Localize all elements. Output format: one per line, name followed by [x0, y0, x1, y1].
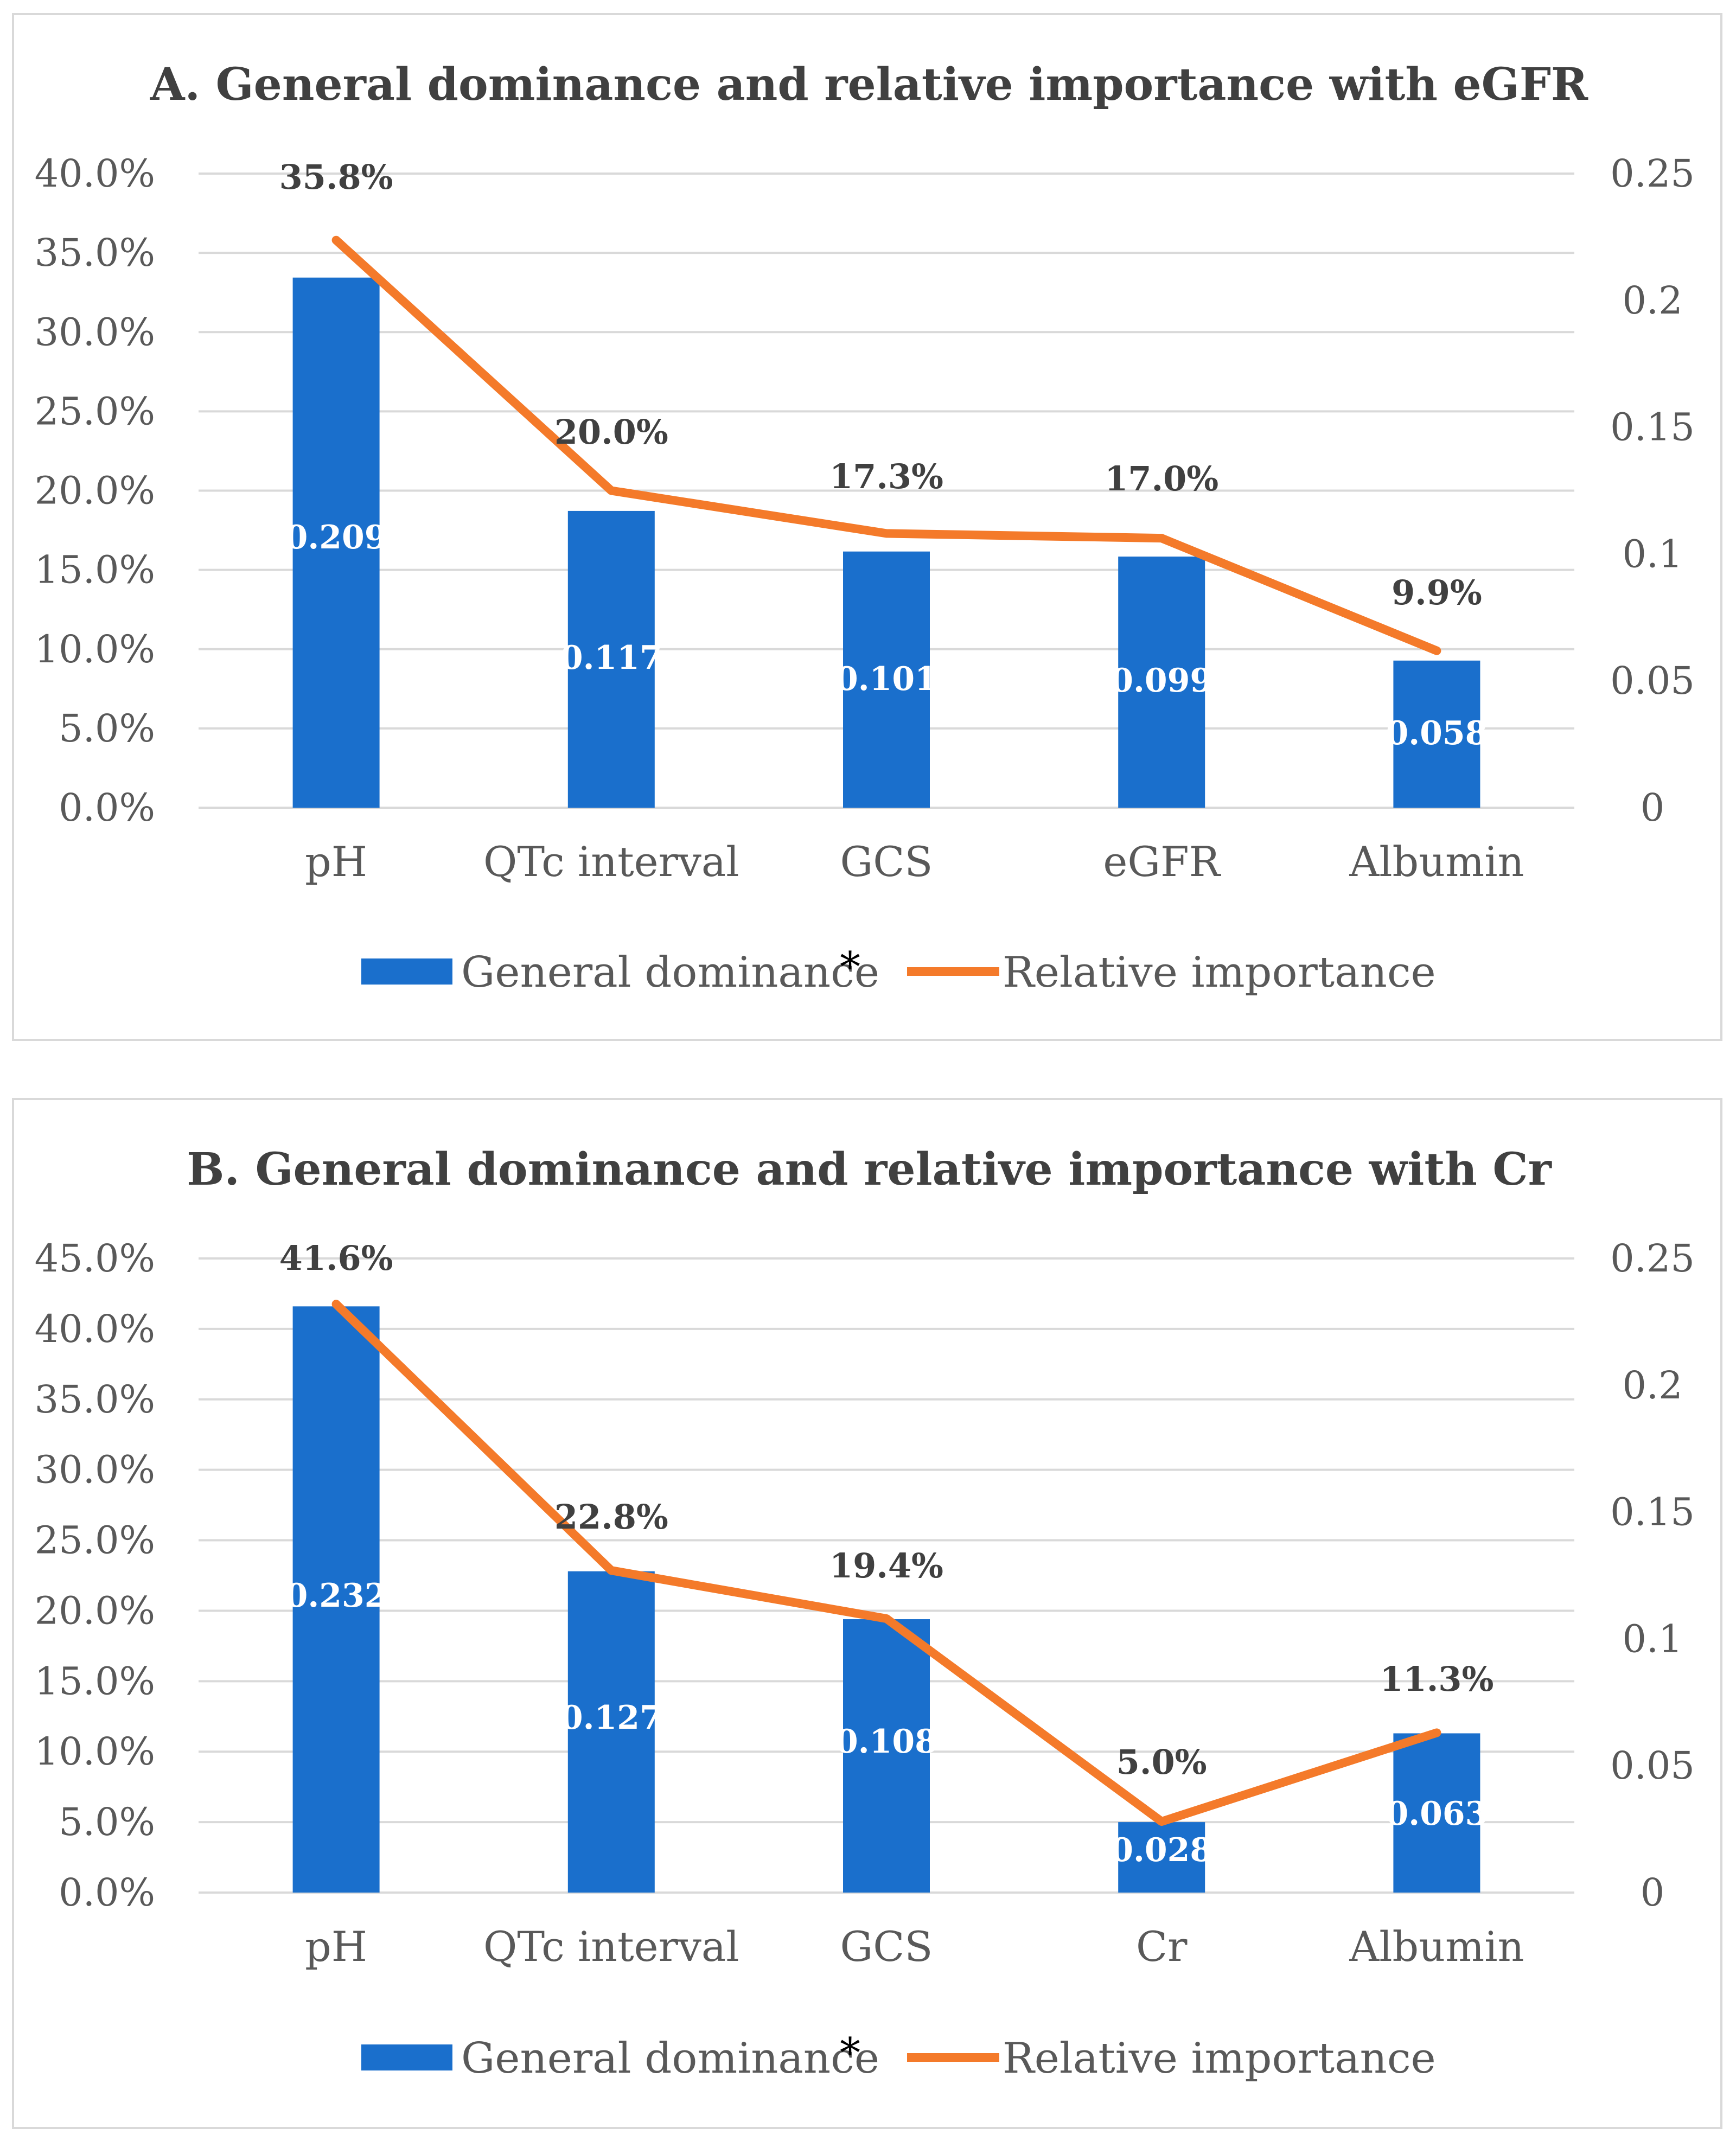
bar-value-label: 0.232 — [285, 1577, 387, 1615]
left-axis-tick: 30.0% — [35, 310, 155, 354]
bar-value-label: 0.099 — [1110, 662, 1212, 700]
bar-value-label: 0.127 — [560, 1699, 662, 1737]
bar — [567, 1571, 655, 1893]
category-label: pH — [305, 838, 367, 886]
line-point-label: 17.3% — [829, 457, 943, 496]
chart-panel-a: A. General dominance and relative import… — [12, 13, 1722, 1041]
left-axis-tick: 30.0% — [35, 1448, 155, 1492]
line-point-label: 11.3% — [1380, 1659, 1494, 1699]
line-point-label: 9.9% — [1392, 573, 1482, 612]
line-point-label: 19.4% — [829, 1546, 943, 1586]
bar — [1118, 1822, 1205, 1893]
left-axis-tick: 0.0% — [59, 785, 155, 830]
bar — [1393, 1733, 1480, 1893]
right-axis-tick: 0.1 — [1622, 1616, 1682, 1661]
line-point-label: 5.0% — [1116, 1742, 1207, 1782]
line-point-label: 17.0% — [1105, 459, 1218, 498]
left-axis-tick: 20.0% — [35, 469, 155, 513]
legend-asterisk: * — [840, 943, 860, 991]
chart-a-svg: A. General dominance and relative import… — [35, 59, 1695, 997]
bar — [292, 277, 380, 808]
chart-panel-b: B. General dominance and relative import… — [12, 1098, 1722, 2129]
legend-bar-swatch — [361, 958, 452, 985]
line-point-label: 41.6% — [279, 1238, 393, 1278]
left-axis-tick: 20.0% — [35, 1588, 155, 1633]
left-axis-tick: 5.0% — [59, 1800, 155, 1844]
legend-line-label: Relative importance — [1003, 2034, 1436, 2083]
category-label: Cr — [1136, 1922, 1188, 1971]
left-axis-tick: 15.0% — [35, 1659, 155, 1703]
category-label: Albumin — [1349, 838, 1524, 886]
line-point-label: 20.0% — [554, 412, 668, 452]
category-label: pH — [305, 1922, 367, 1971]
right-axis-tick: 0.2 — [1622, 1363, 1682, 1408]
bar — [1118, 557, 1205, 808]
chart-title: A. General dominance and relative import… — [150, 59, 1588, 111]
bar — [843, 551, 930, 808]
left-axis-tick: 35.0% — [35, 231, 155, 275]
bar-value-label: 0.101 — [835, 660, 937, 698]
category-label: GCS — [840, 838, 933, 886]
legend-bar-label: General dominance — [461, 2034, 879, 2083]
right-axis-tick: 0 — [1641, 785, 1665, 830]
left-axis-tick: 40.0% — [35, 151, 155, 196]
legend-asterisk: * — [840, 2029, 860, 2077]
right-axis-tick: 0.05 — [1610, 659, 1695, 703]
bar-value-label: 0.063 — [1386, 1795, 1488, 1833]
chart-title: B. General dominance and relative import… — [187, 1143, 1553, 1196]
left-axis-tick: 45.0% — [35, 1236, 155, 1281]
category-label: GCS — [840, 1922, 933, 1971]
left-axis-tick: 10.0% — [35, 627, 155, 672]
relative-importance-line — [331, 1300, 1441, 1826]
bar-value-label: 0.108 — [835, 1723, 937, 1761]
right-axis-tick: 0.25 — [1610, 1236, 1695, 1281]
bar-value-label: 0.209 — [285, 519, 387, 557]
category-label: QTc interval — [483, 838, 739, 886]
bar-value-label: 0.028 — [1110, 1831, 1212, 1869]
legend-line-label: Relative importance — [1003, 948, 1436, 997]
bar — [567, 510, 655, 808]
line-point-label: 22.8% — [554, 1497, 668, 1537]
bar-value-label: 0.117 — [560, 639, 662, 677]
bar — [1393, 660, 1480, 808]
relative-importance-line — [331, 235, 1441, 655]
left-axis-tick: 0.0% — [59, 1870, 155, 1915]
right-axis-tick: 0.15 — [1610, 405, 1695, 450]
right-axis-tick: 0.15 — [1610, 1490, 1695, 1535]
left-axis-tick: 25.0% — [35, 1518, 155, 1563]
left-axis-tick: 10.0% — [35, 1729, 155, 1774]
chart-b-svg: B. General dominance and relative import… — [35, 1143, 1695, 2083]
bar — [843, 1619, 930, 1893]
right-axis-tick: 0.05 — [1610, 1743, 1695, 1788]
right-axis-tick: 0.1 — [1622, 532, 1682, 576]
left-axis-tick: 15.0% — [35, 548, 155, 592]
bar — [292, 1306, 380, 1893]
bar-value-label: 0.058 — [1386, 714, 1488, 752]
right-axis-tick: 0.2 — [1622, 278, 1682, 323]
left-axis-tick: 35.0% — [35, 1377, 155, 1422]
line-point-label: 35.8% — [279, 157, 393, 197]
right-axis-tick: 0 — [1641, 1870, 1665, 1915]
right-axis-tick: 0.25 — [1610, 151, 1695, 196]
category-label: eGFR — [1103, 838, 1221, 886]
left-axis-tick: 25.0% — [35, 389, 155, 433]
left-axis-tick: 40.0% — [35, 1307, 155, 1351]
legend-bar-swatch — [361, 2044, 452, 2070]
legend-bar-label: General dominance — [461, 948, 879, 997]
category-label: Albumin — [1349, 1922, 1524, 1971]
category-label: QTc interval — [483, 1922, 739, 1971]
left-axis-tick: 5.0% — [59, 706, 155, 751]
